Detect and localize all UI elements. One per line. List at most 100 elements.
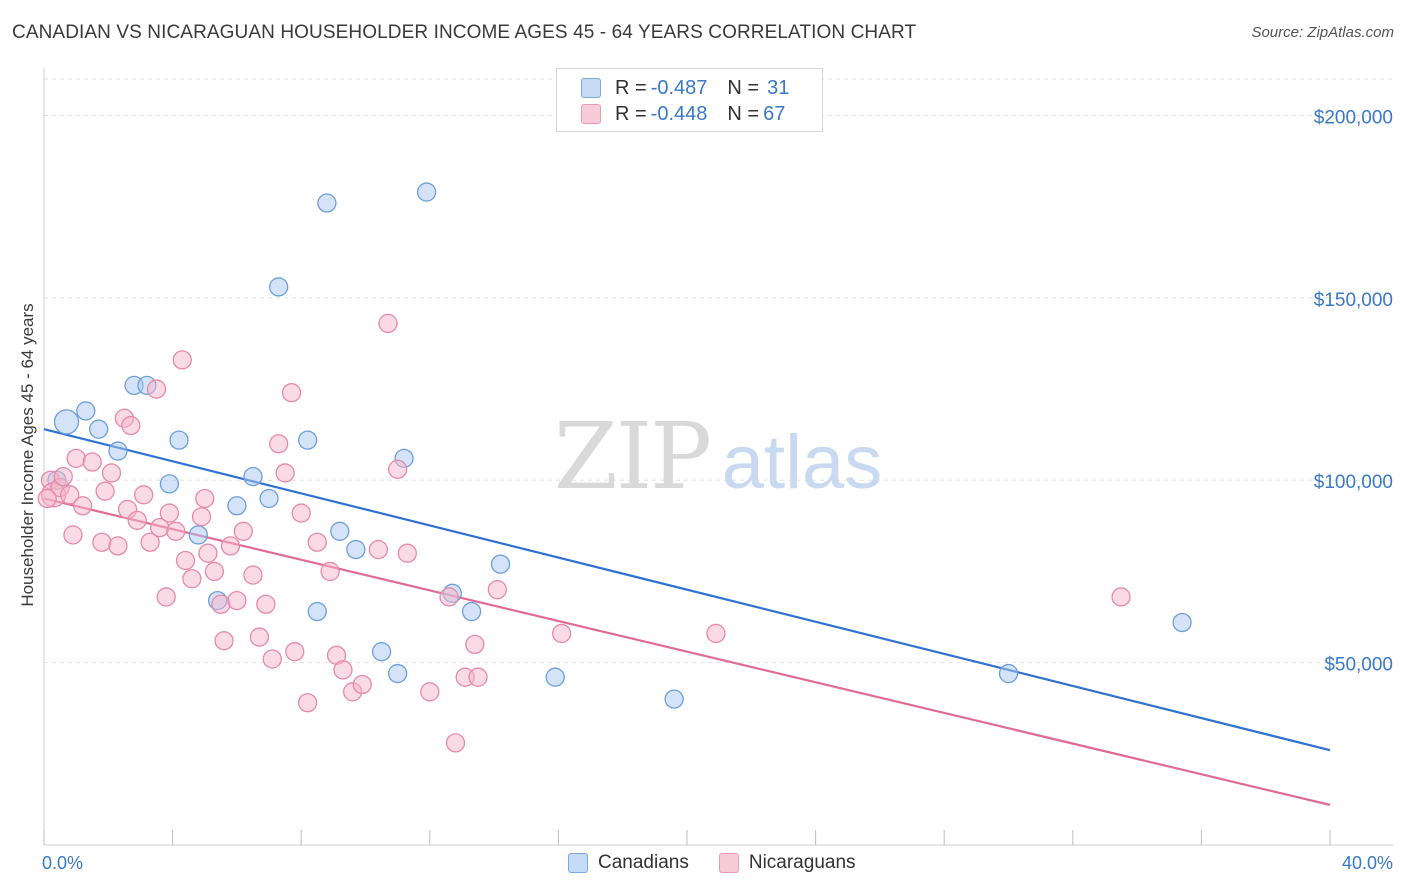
y-tick-label: $150,000: [1314, 290, 1393, 311]
nicaraguans-point: [468, 667, 488, 687]
source-label: Source: ZipAtlas.com: [1251, 24, 1394, 41]
nicaraguans-point: [182, 569, 202, 589]
canadians-point: [243, 466, 263, 487]
nicaraguans-point: [285, 642, 305, 662]
nicaraguans-point: [60, 485, 80, 505]
nicaraguans-point: [175, 550, 196, 571]
canadians-point: [346, 539, 366, 560]
nicaraguans-point: [291, 503, 311, 523]
canadians-point: [545, 667, 565, 687]
nicaraguans-point: [92, 532, 112, 552]
nicaraguans-point: [551, 623, 572, 644]
nicaraguans-point: [72, 496, 93, 516]
nicaraguans-point: [156, 587, 176, 607]
nicaraguans-point: [333, 660, 353, 680]
legend-swatch-canadians: [581, 78, 601, 98]
nicaraguans-point: [1111, 587, 1131, 607]
nicaraguans-point: [420, 682, 440, 702]
y-axis-label: Householder Income Ages 45 - 64 years: [18, 303, 37, 606]
canadians-point: [330, 521, 350, 541]
nicaraguans-point: [159, 503, 180, 523]
canadians-point: [169, 430, 189, 450]
nicaraguans-point: [368, 539, 389, 560]
nicaraguans-point: [307, 532, 327, 552]
nicaraguans-point: [320, 561, 340, 582]
nicaraguans-point: [108, 536, 128, 556]
canadians-point: [1172, 612, 1192, 633]
legend-row-nicaraguans: R = -0.448 N = 67: [581, 102, 785, 126]
canadians-point: [53, 409, 80, 435]
series-legend-canadians[interactable]: Canadians: [568, 852, 689, 874]
y-tick-label: $100,000: [1314, 472, 1393, 493]
canadians-point: [490, 554, 511, 574]
legend-n-value: 31: [767, 76, 790, 99]
nicaraguans-point: [140, 532, 160, 552]
nicaraguans-point: [262, 649, 282, 669]
nicaraguans-point: [378, 313, 398, 334]
nicaraguans-label: Nicaraguans: [748, 852, 856, 873]
canadians-point: [461, 601, 482, 622]
nicaraguans-point: [101, 463, 122, 483]
nicaraguans-point: [387, 459, 408, 479]
watermark: ZIP atlas: [554, 403, 882, 510]
nicaraguans-point: [172, 350, 192, 370]
legend-r-value: -0.448: [650, 102, 708, 125]
canadians-point: [108, 441, 128, 461]
series-legend: Canadians Nicaraguans: [568, 852, 886, 874]
nicaraguans-point: [121, 415, 141, 436]
canadians-point: [416, 182, 437, 202]
canadians-point: [664, 689, 684, 709]
watermark-atlas: atlas: [722, 420, 883, 505]
nicaraguans-point: [95, 481, 115, 501]
canadians-point: [259, 488, 279, 509]
x-tick-label-max: 40.0%: [1342, 853, 1393, 873]
nicaraguans-point: [127, 510, 147, 531]
nicaraguans-point: [445, 733, 466, 753]
nicaraguans-point: [249, 627, 270, 647]
canadians-point: [317, 193, 337, 213]
canadians-swatch: [568, 853, 588, 873]
legend-swatch-nicaraguans: [581, 104, 601, 124]
legend-row-canadians: R = -0.487 N = 31: [581, 76, 789, 100]
axis-layer: [43, 68, 1393, 846]
y-tick-labels: $50,000 $100,000 $150,000 $200,000: [1314, 107, 1393, 675]
canadians-label: Canadians: [598, 852, 689, 873]
canadians-point: [998, 663, 1019, 684]
chart-title: CANADIAN VS NICARAGUAN HOUSEHOLDER INCOM…: [12, 22, 917, 43]
x-tick-label-min: 0.0%: [42, 853, 83, 873]
nicaraguans-point: [37, 488, 57, 509]
y-tick-label: $200,000: [1314, 107, 1393, 128]
canadians-point: [76, 401, 96, 421]
canadians-point: [227, 496, 247, 516]
x-ticks: [43, 830, 1331, 845]
nicaraguans-trend-line: [43, 497, 1331, 806]
legend-n-value: 67: [763, 102, 786, 125]
nicaraguans-point: [198, 543, 218, 563]
canadians-point: [387, 663, 408, 684]
nicaraguans-point: [352, 674, 372, 695]
y-tick-label: $50,000: [1324, 655, 1393, 676]
nicaraguans-point: [66, 448, 86, 469]
nicaraguans-point: [275, 463, 295, 483]
nicaraguans-point: [243, 565, 263, 585]
nicaraguans-point: [146, 379, 167, 399]
series-legend-nicaraguans[interactable]: Nicaraguans: [718, 852, 856, 874]
legend-n-label: N =: [727, 102, 760, 125]
nicaraguans-point: [134, 485, 154, 505]
nicaraguans-point: [439, 587, 459, 607]
canadians-point: [371, 642, 392, 662]
nicaraguans-point: [256, 594, 276, 614]
nicaraguans-point: [233, 521, 253, 541]
nicaraguans-point: [166, 521, 186, 541]
canadians-point: [159, 474, 180, 494]
nicaraguans-point: [82, 452, 102, 472]
nicaraguans-point: [220, 536, 241, 556]
nicaraguans-swatch: [718, 853, 739, 873]
watermark-zip: ZIP: [554, 403, 710, 510]
nicaraguans-point: [706, 623, 726, 644]
nicaraguans-point: [214, 631, 234, 651]
nicaraguans-point: [191, 507, 212, 527]
canadians-point: [269, 277, 289, 297]
legend-r-value: -0.487: [650, 76, 708, 99]
